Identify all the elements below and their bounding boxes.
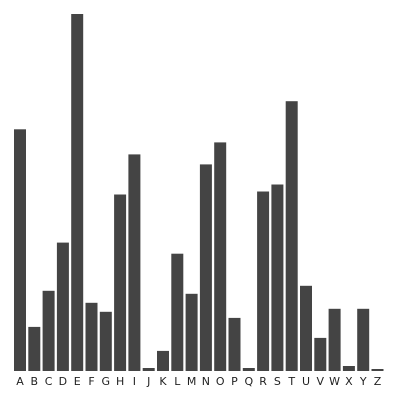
x-tick-label-U: U: [302, 375, 310, 388]
bar-P: [228, 317, 241, 371]
bar-E: [71, 14, 84, 371]
bar-L: [171, 253, 184, 371]
bars-group: [14, 14, 384, 371]
bar-M: [185, 293, 198, 371]
bar-H: [114, 194, 127, 371]
x-tick-label-M: M: [187, 375, 197, 388]
x-tick-label-H: H: [116, 375, 124, 388]
bar-Q: [242, 368, 255, 371]
x-tick-label-V: V: [317, 375, 325, 388]
x-tick-label-D: D: [59, 375, 67, 388]
x-tick-label-Z: Z: [374, 375, 382, 388]
x-tick-label-E: E: [74, 375, 81, 388]
bar-U: [300, 285, 312, 371]
x-tick-label-I: I: [133, 375, 136, 388]
bar-C: [42, 290, 55, 371]
bar-J: [142, 368, 155, 371]
x-tick-label-Y: Y: [359, 375, 367, 388]
bar-I: [128, 154, 141, 371]
x-tick-label-T: T: [287, 375, 295, 388]
x-tick-label-W: W: [329, 375, 340, 388]
bar-W: [328, 308, 341, 371]
x-tick-label-X: X: [345, 375, 353, 388]
x-tick-label-F: F: [88, 375, 94, 388]
bar-R: [257, 191, 270, 371]
x-tick-label-K: K: [159, 375, 167, 388]
bar-O: [214, 142, 227, 371]
bar-T: [285, 101, 298, 371]
x-tick-label-O: O: [216, 375, 225, 388]
bar-N: [199, 164, 212, 371]
bar-X: [342, 366, 355, 371]
x-tick-label-A: A: [16, 375, 24, 388]
x-tick-label-P: P: [231, 375, 238, 388]
x-tick-label-N: N: [202, 375, 210, 388]
bar-D: [56, 242, 69, 371]
x-tick-label-R: R: [259, 375, 267, 388]
x-tick-label-G: G: [102, 375, 111, 388]
x-tick-label-L: L: [174, 375, 181, 388]
x-tick-label-C: C: [45, 375, 53, 388]
x-tick-label-S: S: [274, 375, 281, 388]
x-tick-label-Q: Q: [244, 375, 253, 388]
bar-K: [157, 350, 169, 371]
bar-V: [314, 337, 327, 371]
x-tick-label-B: B: [31, 375, 39, 388]
bar-Y: [357, 308, 370, 371]
bar-F: [85, 302, 98, 371]
bar-B: [28, 326, 41, 371]
bar-A: [14, 129, 26, 371]
bar-S: [271, 184, 284, 371]
bar-G: [99, 311, 112, 371]
bar-Z: [371, 369, 384, 371]
x-tick-label-J: J: [146, 375, 150, 388]
